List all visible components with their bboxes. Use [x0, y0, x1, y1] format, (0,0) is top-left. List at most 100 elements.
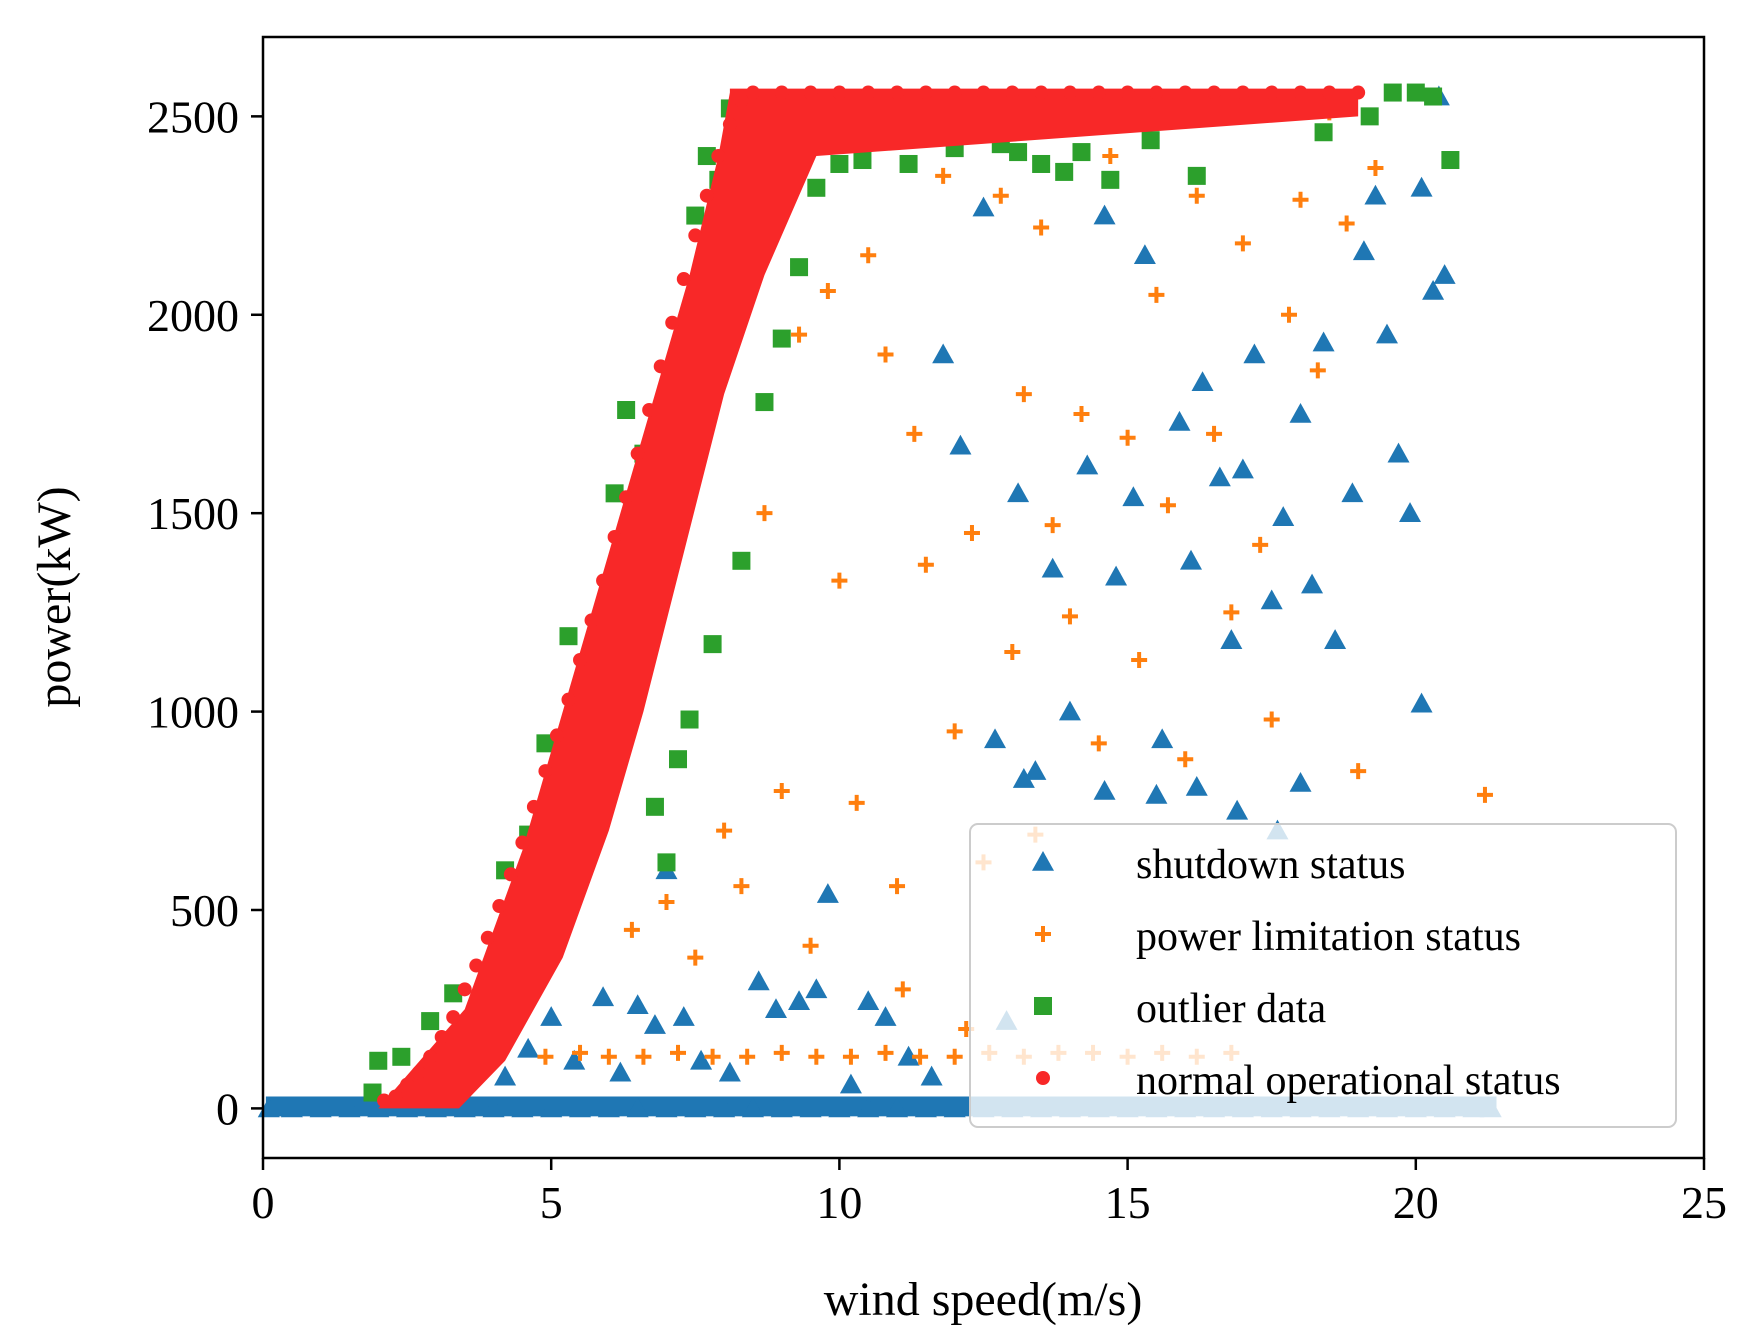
- triangle-point: [1191, 371, 1214, 392]
- triangle-point: [828, 1097, 851, 1118]
- plus-point: [831, 572, 848, 589]
- square-point: [657, 853, 676, 872]
- triangle-point: [886, 1097, 909, 1118]
- square-point: [853, 151, 872, 170]
- plus-point: [1263, 711, 1280, 728]
- triangle-point: [1041, 557, 1064, 578]
- legend-label: shutdown status: [1136, 842, 1406, 888]
- plus-point: [1004, 644, 1021, 661]
- y-tick-label: 1000: [147, 687, 239, 738]
- triangle-point: [1220, 629, 1243, 649]
- triangle-point: [563, 1049, 586, 1070]
- triangle-point: [949, 434, 972, 455]
- circle-point: [653, 359, 668, 374]
- plus-point: [1252, 536, 1269, 553]
- triangle-point: [280, 1097, 303, 1118]
- triangle-point: [1058, 700, 1081, 721]
- triangle-point: [914, 1097, 937, 1118]
- circle-point: [411, 1065, 426, 1080]
- square-point: [1441, 151, 1460, 170]
- triangle-point: [592, 986, 615, 1007]
- triangle-point: [1168, 410, 1191, 431]
- triangle-point: [770, 1097, 793, 1118]
- triangle-point: [626, 994, 649, 1015]
- plus-point: [935, 167, 952, 184]
- square-point: [645, 797, 664, 816]
- circle-point: [549, 728, 564, 743]
- triangle-point: [1076, 454, 1099, 475]
- x-axis-title: wind speed(m/s): [824, 1273, 1143, 1326]
- triangle-point: [788, 990, 811, 1011]
- y-tick-label: 2000: [147, 290, 239, 341]
- triangle-point: [453, 1097, 476, 1118]
- square-point: [1314, 123, 1333, 142]
- plus-point: [808, 1048, 825, 1065]
- plus-point: [1159, 497, 1176, 514]
- legend-marker-triangle: [1032, 851, 1054, 871]
- circle-point: [699, 188, 714, 203]
- circle-point: [665, 315, 680, 330]
- triangle-point: [511, 1097, 534, 1118]
- plus-point: [1148, 286, 1165, 303]
- triangle-point: [1105, 565, 1128, 586]
- triangle-point: [609, 1061, 632, 1082]
- triangle-point: [540, 1006, 563, 1026]
- square-point: [421, 1012, 440, 1031]
- circle-point: [642, 403, 657, 418]
- y-tick-label: 0: [216, 1083, 239, 1134]
- square-point: [605, 484, 624, 503]
- square-point: [703, 635, 722, 654]
- circle-point: [1120, 85, 1135, 100]
- square-point: [790, 258, 809, 277]
- legend-marker-circle: [1036, 1071, 1050, 1085]
- y-tick-label: 2500: [147, 91, 239, 142]
- plus-point: [1131, 651, 1148, 668]
- plus-point: [1119, 429, 1136, 446]
- square-point: [559, 627, 578, 646]
- x-tick-label: 0: [252, 1177, 275, 1228]
- circle-point: [722, 117, 737, 132]
- triangle-point: [309, 1097, 332, 1118]
- triangle-point: [1133, 244, 1156, 265]
- circle-point: [446, 1010, 461, 1025]
- triangle-point: [569, 1097, 592, 1118]
- plus-point: [917, 556, 934, 573]
- square-point: [669, 750, 688, 769]
- triangle-point: [1180, 549, 1203, 570]
- circle-point: [774, 85, 789, 100]
- circle-point: [619, 490, 634, 505]
- legend-frame: [969, 823, 1677, 1128]
- circle-point: [561, 692, 576, 707]
- y-tick-label: 500: [170, 885, 239, 936]
- triangle-point: [1151, 728, 1174, 749]
- plus-point: [946, 723, 963, 740]
- triangle-point: [897, 1045, 920, 1066]
- plus-point: [848, 794, 865, 811]
- circle-point: [1091, 85, 1106, 100]
- plus-point: [1280, 306, 1297, 323]
- circle-point: [573, 652, 588, 667]
- circle-point: [630, 446, 645, 461]
- plus-point: [802, 937, 819, 954]
- square-point: [1383, 83, 1402, 102]
- square-point: [807, 178, 826, 197]
- plus-point: [635, 1048, 652, 1065]
- plus-point: [1177, 751, 1194, 768]
- circle-point: [1178, 85, 1193, 100]
- triangle-point: [597, 1097, 620, 1118]
- plus-point: [1206, 425, 1223, 442]
- plus-point: [1061, 608, 1078, 625]
- triangle-point: [920, 1065, 943, 1086]
- normal-operation-band: [378, 88, 1359, 1109]
- square-point: [830, 154, 849, 173]
- plus-point: [877, 1044, 894, 1061]
- square-point: [680, 710, 699, 729]
- circle-point: [1293, 85, 1308, 100]
- plus-point: [1073, 405, 1090, 422]
- plus-point: [842, 1048, 859, 1065]
- circle-point: [584, 613, 599, 628]
- triangle-point: [1226, 799, 1249, 820]
- triangle-point: [874, 1006, 897, 1026]
- triangle-point: [1289, 772, 1312, 792]
